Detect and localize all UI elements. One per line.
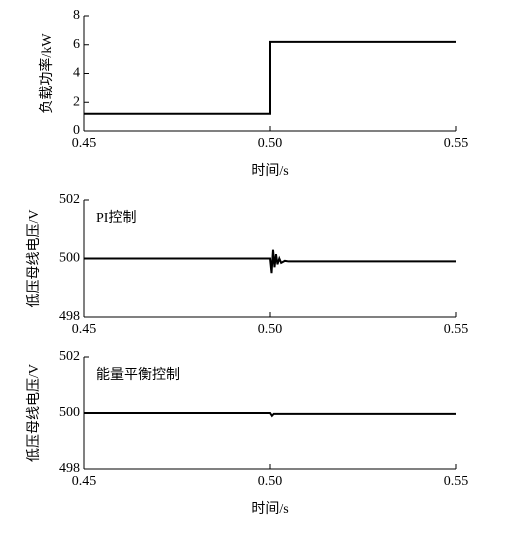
x-tick-label: 0.50 <box>258 322 283 337</box>
y-axis-label: 负载功率/kW <box>38 33 55 114</box>
y-tick-label: 2 <box>73 94 80 109</box>
y-tick-label: 500 <box>59 405 80 420</box>
y-tick-label: 4 <box>73 66 80 81</box>
x-tick-label: 0.55 <box>444 322 469 337</box>
x-tick-label: 0.55 <box>444 474 469 489</box>
y-tick-label: 500 <box>59 251 80 266</box>
x-tick-label: 0.45 <box>72 474 97 489</box>
x-axis-label: 时间/s <box>251 163 288 179</box>
y-tick-label: 502 <box>59 349 80 364</box>
y-tick-label: 6 <box>73 37 80 52</box>
x-axis-label: 时间/s <box>251 501 288 517</box>
x-tick-label: 0.45 <box>72 322 97 337</box>
x-tick-label: 0.55 <box>444 136 469 151</box>
y-tick-label: 502 <box>59 192 80 207</box>
y-axis-label: 低压母线电压/V <box>26 210 42 308</box>
y-tick-label: 8 <box>73 8 80 23</box>
x-tick-label: 0.45 <box>72 136 97 151</box>
data-line <box>84 40 456 115</box>
y-axis-label: 低压母线电压/V <box>26 364 42 462</box>
annotation: PI控制 <box>96 210 136 226</box>
x-tick-label: 0.50 <box>258 136 283 151</box>
y-tick-label: 498 <box>59 309 80 324</box>
annotation: 能量平衡控制 <box>96 367 180 383</box>
data-line <box>84 249 456 274</box>
x-tick-label: 0.50 <box>258 474 283 489</box>
y-tick-label: 498 <box>59 461 80 476</box>
data-line <box>84 412 456 418</box>
y-tick-label: 0 <box>73 123 80 138</box>
